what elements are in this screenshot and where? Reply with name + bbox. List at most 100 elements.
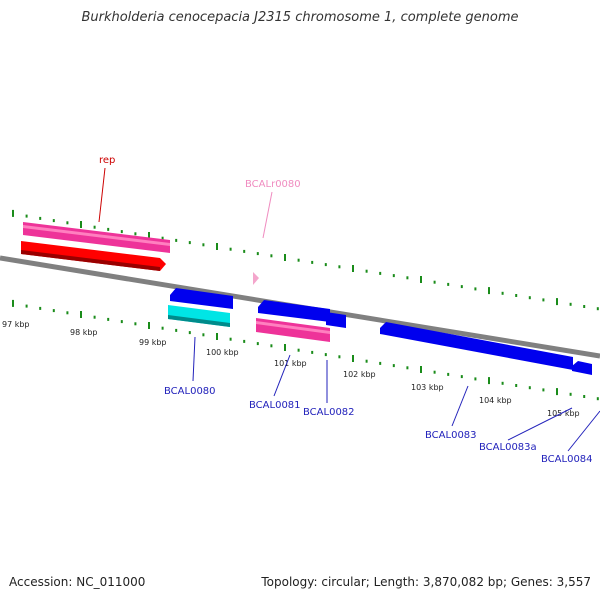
label-bcal0083[interactable]: BCAL0083 [425, 430, 477, 441]
bottom-minor-tick [365, 359, 368, 363]
map-title: Burkholderia cenocepacia J2315 chromosom… [81, 10, 519, 25]
bottom-minor-tick [134, 322, 137, 326]
feature-bcalr0080-marker[interactable] [253, 272, 259, 285]
feature-rep-gene-shadow [21, 250, 160, 271]
scale-ticks-bottom [12, 299, 599, 401]
top-minor-tick [120, 230, 123, 234]
bottom-minor-tick [392, 364, 395, 368]
rep-leader [98, 167, 106, 223]
top-minor-tick [202, 243, 205, 247]
scale-ticks-top [12, 209, 599, 311]
bottom-minor-tick [460, 375, 463, 379]
label-bcal0080[interactable]: BCAL0080 [164, 386, 216, 397]
top-minor-tick [311, 260, 314, 264]
kbp-label-105: 105 kbp [547, 409, 580, 418]
bcalr0080-leader [262, 191, 273, 239]
bottom-minor-tick [311, 350, 314, 354]
top-major-tick [420, 276, 422, 283]
bottom-major-tick [488, 377, 490, 385]
bottom-minor-tick [243, 339, 246, 343]
top-minor-tick [379, 271, 382, 275]
feature-bcal0083-gene[interactable] [380, 322, 573, 370]
top-major-tick [12, 209, 14, 217]
bottom-minor-tick [175, 328, 178, 332]
feature-bcal0081-gene[interactable] [258, 300, 330, 322]
bottom-minor-tick [39, 306, 42, 310]
top-major-tick [284, 254, 286, 261]
bottom-minor-tick [270, 344, 273, 348]
kbp-label-101: 101 kbp [274, 359, 307, 368]
top-minor-tick [256, 252, 259, 256]
top-minor-tick [52, 219, 55, 223]
feature-bcal0084-gene[interactable] [572, 361, 592, 375]
bottom-minor-tick [406, 366, 409, 370]
bottom-minor-tick [161, 326, 164, 330]
bcal0083-leader [451, 385, 469, 427]
bottom-minor-tick [528, 386, 531, 390]
top-minor-tick [175, 238, 178, 242]
top-major-tick [556, 298, 558, 306]
top-major-tick [352, 265, 354, 272]
top-minor-tick [569, 302, 572, 306]
top-major-tick [216, 243, 218, 250]
top-minor-tick [542, 298, 545, 302]
label-rep[interactable]: rep [99, 155, 115, 166]
bottom-minor-tick [324, 353, 327, 357]
top-minor-tick [501, 291, 504, 295]
bottom-minor-tick [596, 397, 599, 401]
bottom-minor-tick [52, 309, 55, 313]
kbp-label-97: 97 kbp [2, 320, 30, 329]
top-minor-tick [447, 282, 450, 286]
top-major-tick [148, 232, 150, 239]
top-minor-tick [474, 287, 477, 291]
feature-bcal0080-gene[interactable] [170, 288, 233, 309]
top-minor-tick [107, 227, 110, 231]
bottom-major-tick [420, 366, 422, 373]
accession-text: Accession: NC_011000 [9, 575, 146, 589]
bottom-minor-tick [379, 361, 382, 365]
top-minor-tick [515, 294, 518, 297]
label-bcal0084[interactable]: BCAL0084 [541, 454, 593, 465]
top-major-tick [488, 287, 490, 295]
label-bcal0083a[interactable]: BCAL0083a [479, 442, 537, 453]
bottom-major-tick [216, 333, 218, 340]
top-minor-tick [66, 221, 69, 225]
top-minor-tick [433, 280, 436, 284]
bottom-major-tick [352, 355, 354, 362]
feature-bcal0082-gene[interactable] [326, 312, 346, 328]
label-bcal0081[interactable]: BCAL0081 [249, 400, 301, 411]
top-minor-tick [460, 285, 463, 289]
kbp-label-100: 100 kbp [206, 348, 239, 357]
bcal0080-leader [192, 336, 196, 382]
bottom-minor-tick [93, 315, 96, 319]
bottom-major-tick [556, 388, 558, 396]
bottom-minor-tick [542, 388, 545, 392]
bottom-major-tick [12, 299, 14, 307]
bottom-minor-tick [66, 311, 69, 315]
label-bcalr0080[interactable]: BCALr0080 [245, 179, 301, 190]
kbp-label-102: 102 kbp [343, 370, 376, 379]
top-minor-tick [324, 263, 327, 267]
top-minor-tick [392, 274, 395, 278]
bottom-minor-tick [501, 381, 504, 385]
kbp-label-98: 98 kbp [70, 328, 98, 337]
bcal0083a-leader [507, 407, 573, 441]
top-minor-tick [25, 214, 28, 218]
bottom-minor-tick [25, 304, 28, 308]
bottom-minor-tick [297, 348, 300, 352]
bottom-minor-tick [256, 342, 259, 346]
kbp-label-103: 103 kbp [411, 383, 444, 392]
top-minor-tick [39, 216, 42, 220]
bottom-minor-tick [120, 320, 123, 324]
top-minor-tick [528, 296, 531, 300]
top-minor-tick [297, 258, 300, 262]
bottom-minor-tick [202, 333, 205, 337]
feature-bcal0082-highlight [256, 321, 330, 334]
kbp-label-104: 104 kbp [479, 396, 512, 405]
bottom-minor-tick [338, 355, 341, 359]
feature-bcal0080-shadow [168, 315, 230, 327]
label-bcal0082[interactable]: BCAL0082 [303, 407, 355, 418]
bottom-minor-tick [107, 317, 110, 321]
bottom-minor-tick [188, 331, 191, 335]
